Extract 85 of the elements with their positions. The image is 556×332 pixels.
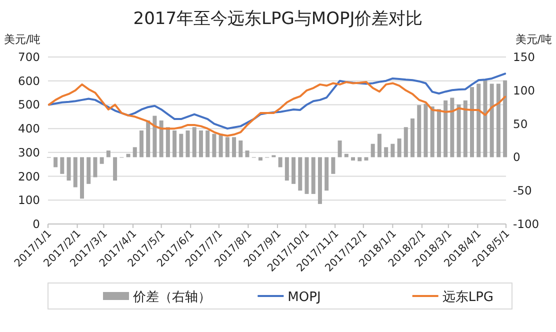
bar [311, 157, 316, 194]
bar [338, 140, 342, 158]
bar [238, 140, 243, 158]
bar [159, 120, 164, 158]
bar [417, 105, 422, 158]
y-tick-label: 600 [18, 74, 40, 88]
bar [152, 116, 157, 158]
bar [80, 157, 84, 199]
bar [186, 130, 190, 158]
bar [351, 157, 356, 161]
chart-title: 2017年至今远东LPG与MOPJ价差对比 [133, 9, 423, 29]
y-tick-label: 500 [18, 98, 40, 112]
bar [292, 157, 296, 184]
bar [113, 157, 118, 181]
bar [258, 157, 262, 161]
bar [436, 109, 441, 158]
bar [397, 138, 402, 158]
bar [146, 120, 150, 158]
bar [232, 137, 236, 158]
y2-tick-label: 100 [513, 83, 535, 98]
bar [483, 80, 488, 158]
bar [404, 127, 408, 158]
bar [100, 157, 104, 164]
bar [66, 157, 71, 181]
bar [278, 157, 282, 168]
y-tick-label: 300 [18, 145, 40, 160]
bar [126, 154, 130, 158]
bar [476, 84, 481, 158]
bar [463, 100, 468, 158]
bar [106, 150, 110, 158]
bar [424, 104, 428, 158]
bar [456, 104, 461, 158]
bar [245, 150, 250, 158]
legend-label: 远东LPG [442, 290, 494, 305]
bar [430, 106, 434, 158]
bar [370, 144, 375, 158]
bar [410, 118, 415, 158]
bar [86, 157, 91, 184]
bar [225, 137, 230, 158]
bar [364, 157, 368, 161]
bar [470, 87, 474, 158]
bar [284, 157, 289, 181]
bar [318, 157, 322, 204]
bar [377, 134, 382, 158]
bar [384, 147, 388, 158]
y-tick-label: 400 [18, 122, 40, 136]
bar [60, 157, 64, 174]
y2-tick-label: 150 [513, 50, 535, 64]
y-tick-label: 200 [18, 169, 40, 184]
bar [503, 80, 508, 158]
bar [73, 157, 78, 188]
y-tick-label: 100 [18, 193, 40, 208]
bar [192, 127, 196, 158]
bar [172, 130, 177, 158]
legend-label: MOPJ [288, 290, 321, 305]
bar [93, 157, 98, 178]
bar [331, 157, 336, 174]
y-axis-title: 美元/吨 [4, 33, 41, 46]
bar [324, 157, 329, 191]
y2-axis-title: 美元/吨 [515, 33, 552, 46]
legend-label: 价差（右轴） [132, 290, 211, 305]
bar [179, 134, 184, 158]
bar [166, 127, 170, 158]
y2-tick-label: -50 [513, 184, 532, 198]
bar [132, 147, 137, 158]
bar [496, 84, 500, 158]
bar [344, 154, 348, 158]
bar [444, 100, 448, 158]
y2-tick-label: 50 [513, 116, 528, 131]
bar [358, 157, 362, 162]
bar [450, 98, 454, 158]
y-tick-label: 0 [32, 217, 40, 231]
bar [298, 157, 302, 191]
y2-tick-label: 0 [513, 150, 520, 164]
bar [212, 134, 216, 158]
bar [218, 134, 223, 158]
bar [198, 130, 203, 158]
y2-tick-label: -100 [513, 217, 540, 231]
y-tick-label: 700 [18, 50, 40, 64]
bar [139, 130, 144, 158]
bar [54, 157, 58, 168]
bar [390, 144, 395, 158]
bar [490, 84, 494, 158]
bar [206, 130, 210, 158]
bar [304, 157, 309, 194]
